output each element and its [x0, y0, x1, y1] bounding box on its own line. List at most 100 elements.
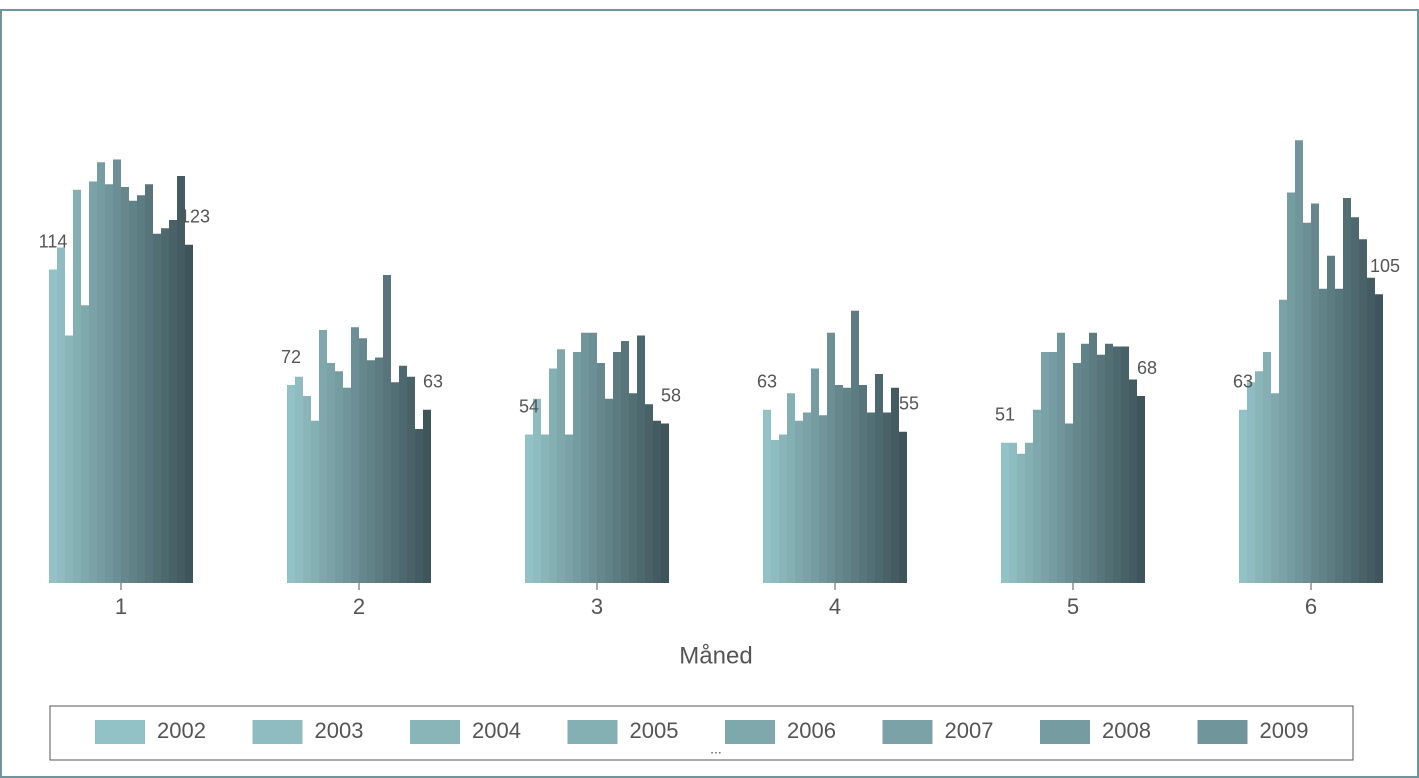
bar: [1081, 343, 1089, 583]
bar: [1049, 352, 1057, 583]
bar: [891, 387, 899, 583]
bar: [819, 415, 827, 583]
bar: [375, 357, 383, 583]
bar: [73, 189, 81, 583]
bar: [1041, 352, 1049, 583]
bar: [295, 376, 303, 583]
bar: [1025, 442, 1033, 583]
bar: [1097, 354, 1105, 583]
bar: [1089, 332, 1097, 583]
bar: [391, 382, 399, 583]
data-label: 68: [1137, 358, 1157, 378]
bar: [1295, 140, 1303, 583]
bar: [1121, 346, 1129, 583]
bar: [423, 409, 431, 583]
bar: [779, 434, 787, 583]
data-label: 54: [519, 396, 539, 416]
x-tick-label: 1: [115, 594, 127, 619]
bar: [883, 412, 891, 583]
data-label: 58: [661, 385, 681, 405]
bar: [549, 368, 557, 583]
bar: [637, 335, 645, 583]
bar: [65, 335, 73, 583]
bar: [1239, 409, 1247, 583]
data-label: 55: [899, 394, 919, 414]
bar: [771, 440, 779, 583]
frame: [0, 9, 1419, 778]
bar: [1359, 239, 1367, 583]
bar: [787, 393, 795, 583]
bar: [653, 420, 661, 583]
bar: [185, 244, 193, 583]
data-label: 63: [1233, 372, 1253, 392]
bar: [589, 332, 597, 583]
bar: [399, 365, 407, 583]
bar: [573, 352, 581, 583]
legend-swatch: [882, 720, 933, 744]
bar: [1105, 343, 1113, 583]
bar: [851, 310, 859, 583]
bar: [645, 404, 653, 583]
legend-label: 2006: [787, 718, 836, 743]
bar: [81, 305, 89, 583]
legend-label: 2005: [630, 718, 679, 743]
x-tick-label: 3: [591, 594, 603, 619]
bar: [1073, 363, 1081, 583]
legend-swatch: [410, 720, 460, 744]
bar: [327, 363, 335, 583]
x-tick-label: 2: [353, 594, 365, 619]
bar: [311, 420, 319, 583]
bar: [525, 434, 533, 583]
legend-more: ...: [710, 741, 722, 757]
bar: [1335, 288, 1343, 583]
data-label: 51: [995, 405, 1015, 425]
legend-swatch: [1197, 720, 1248, 744]
legend-label: 2008: [1102, 718, 1151, 743]
bar: [1343, 198, 1351, 583]
bar: [359, 338, 367, 583]
bar: [177, 176, 185, 583]
legend-swatch: [567, 720, 618, 744]
bar: [899, 431, 907, 583]
bar: [113, 159, 121, 583]
x-tick-label: 5: [1067, 594, 1079, 619]
bar: [1017, 453, 1025, 583]
x-tick-label: 4: [829, 594, 841, 619]
legend-label: 2009: [1260, 718, 1309, 743]
bar: [613, 352, 621, 583]
bar: [795, 420, 803, 583]
legend-swatch: [725, 720, 775, 744]
bar: [1001, 442, 1009, 583]
bar: [49, 269, 57, 583]
bar: [827, 332, 835, 583]
bar: [835, 385, 843, 583]
bar: [129, 200, 137, 583]
bar: [661, 423, 669, 583]
bar: [351, 327, 359, 583]
data-label: 114: [39, 231, 68, 251]
legend-swatch: [1040, 720, 1090, 744]
data-label: 63: [423, 372, 443, 392]
bar: [605, 398, 613, 583]
bar: [621, 341, 629, 583]
bar: [875, 374, 883, 583]
bar: [287, 385, 295, 583]
bar: [1303, 222, 1311, 583]
legend-swatch: [252, 720, 303, 744]
bar: [1113, 346, 1121, 583]
bar: [161, 228, 169, 583]
data-label: 123: [180, 207, 210, 227]
bar: [89, 181, 97, 583]
bar: [1367, 277, 1375, 583]
bar: [859, 385, 867, 583]
bar: [383, 275, 391, 583]
bar: [1057, 332, 1065, 583]
bar: [597, 363, 605, 583]
bar: [343, 387, 351, 583]
bar: [533, 398, 541, 583]
legend-label: 2007: [945, 718, 994, 743]
legend-label: 2004: [472, 718, 521, 743]
bar: [803, 412, 811, 583]
bar: [105, 184, 113, 583]
